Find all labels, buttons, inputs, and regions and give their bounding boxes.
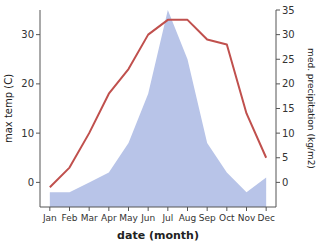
y2-tick-label: 15 <box>282 103 295 114</box>
plot-area <box>50 10 266 207</box>
y2-axis-label: med. precipitation (kg/m2) <box>306 48 316 169</box>
bottom-axis-line <box>40 207 276 208</box>
left-axis-line <box>40 10 41 207</box>
x-tick <box>148 207 149 211</box>
x-tick-label: Apr <box>101 213 117 223</box>
y2-tick-label: 10 <box>282 128 295 139</box>
x-tick-label: Jul <box>161 213 173 223</box>
y2-tick <box>276 34 280 35</box>
x-tick <box>69 207 70 211</box>
x-tick-label: Jan <box>42 213 57 223</box>
precipitation-area <box>50 10 266 207</box>
y2-tick <box>276 83 280 84</box>
x-tick-label: Mar <box>81 213 98 223</box>
x-tick <box>167 207 168 211</box>
x-tick-label: Aug <box>179 213 197 223</box>
y2-tick-label: 30 <box>282 29 295 40</box>
x-tick-label: Oct <box>219 213 235 223</box>
x-tick-label: Feb <box>62 213 78 223</box>
x-axis-label: date (month) <box>117 229 199 242</box>
x-tick <box>49 207 50 211</box>
x-tick-label: Dec <box>257 213 274 223</box>
y-tick <box>36 83 40 84</box>
y-tick <box>36 34 40 35</box>
x-tick <box>246 207 247 211</box>
y-axis-label: max temp (C) <box>3 74 14 143</box>
y2-tick-label: 25 <box>282 54 295 65</box>
y2-tick <box>276 133 280 134</box>
y2-tick-label: 35 <box>282 5 295 16</box>
x-tick-label: Nov <box>238 213 256 223</box>
y-tick <box>36 182 40 183</box>
y2-tick-label: 5 <box>282 152 288 163</box>
y2-tick-label: 0 <box>282 177 288 188</box>
chart: 0 10 20 30 0 5 10 15 20 25 30 35 Jan FebMarAprMayJun J… <box>0 0 318 247</box>
x-tick <box>187 207 188 211</box>
y2-tick-label: 20 <box>282 78 295 89</box>
x-tick <box>128 207 129 211</box>
y-tick-label: 10 <box>21 128 34 139</box>
y2-tick <box>276 108 280 109</box>
x-tick <box>89 207 90 211</box>
x-tick <box>266 207 267 211</box>
y-tick-label: 30 <box>21 29 34 40</box>
temperature-line <box>50 20 266 187</box>
y-tick <box>36 133 40 134</box>
x-tick-label: May <box>119 213 138 223</box>
x-tick <box>207 207 208 211</box>
y2-tick <box>276 157 280 158</box>
x-tick-label: Sep <box>199 213 216 223</box>
y2-tick <box>276 10 280 11</box>
x-tick-label: Jun <box>140 213 155 223</box>
x-tick <box>226 207 227 211</box>
y2-tick <box>276 59 280 60</box>
x-tick <box>108 207 109 211</box>
y-tick-label: 20 <box>21 78 34 89</box>
y2-tick <box>276 182 280 183</box>
y-tick-label: 0 <box>28 177 34 188</box>
